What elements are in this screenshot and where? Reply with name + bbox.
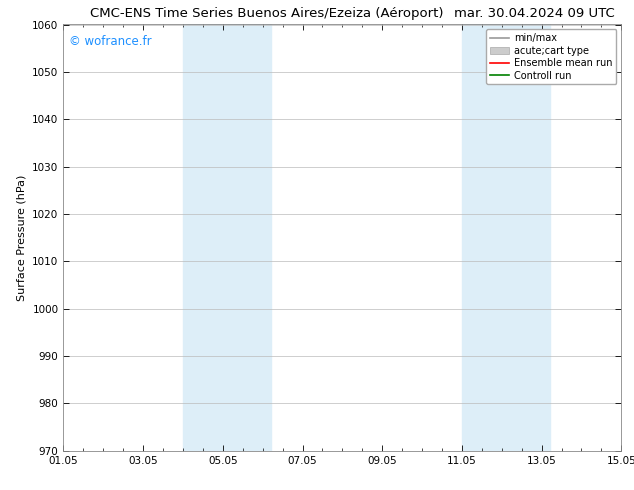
Text: © wofrance.fr: © wofrance.fr <box>69 35 152 48</box>
Y-axis label: Surface Pressure (hPa): Surface Pressure (hPa) <box>16 174 27 301</box>
Text: CMC-ENS Time Series Buenos Aires/Ezeiza (Aéroport): CMC-ENS Time Series Buenos Aires/Ezeiza … <box>89 7 443 21</box>
Legend: min/max, acute;cart type, Ensemble mean run, Controll run: min/max, acute;cart type, Ensemble mean … <box>486 29 616 84</box>
Text: mar. 30.04.2024 09 UTC: mar. 30.04.2024 09 UTC <box>454 7 615 21</box>
Bar <box>462 24 550 451</box>
Bar <box>183 24 271 451</box>
